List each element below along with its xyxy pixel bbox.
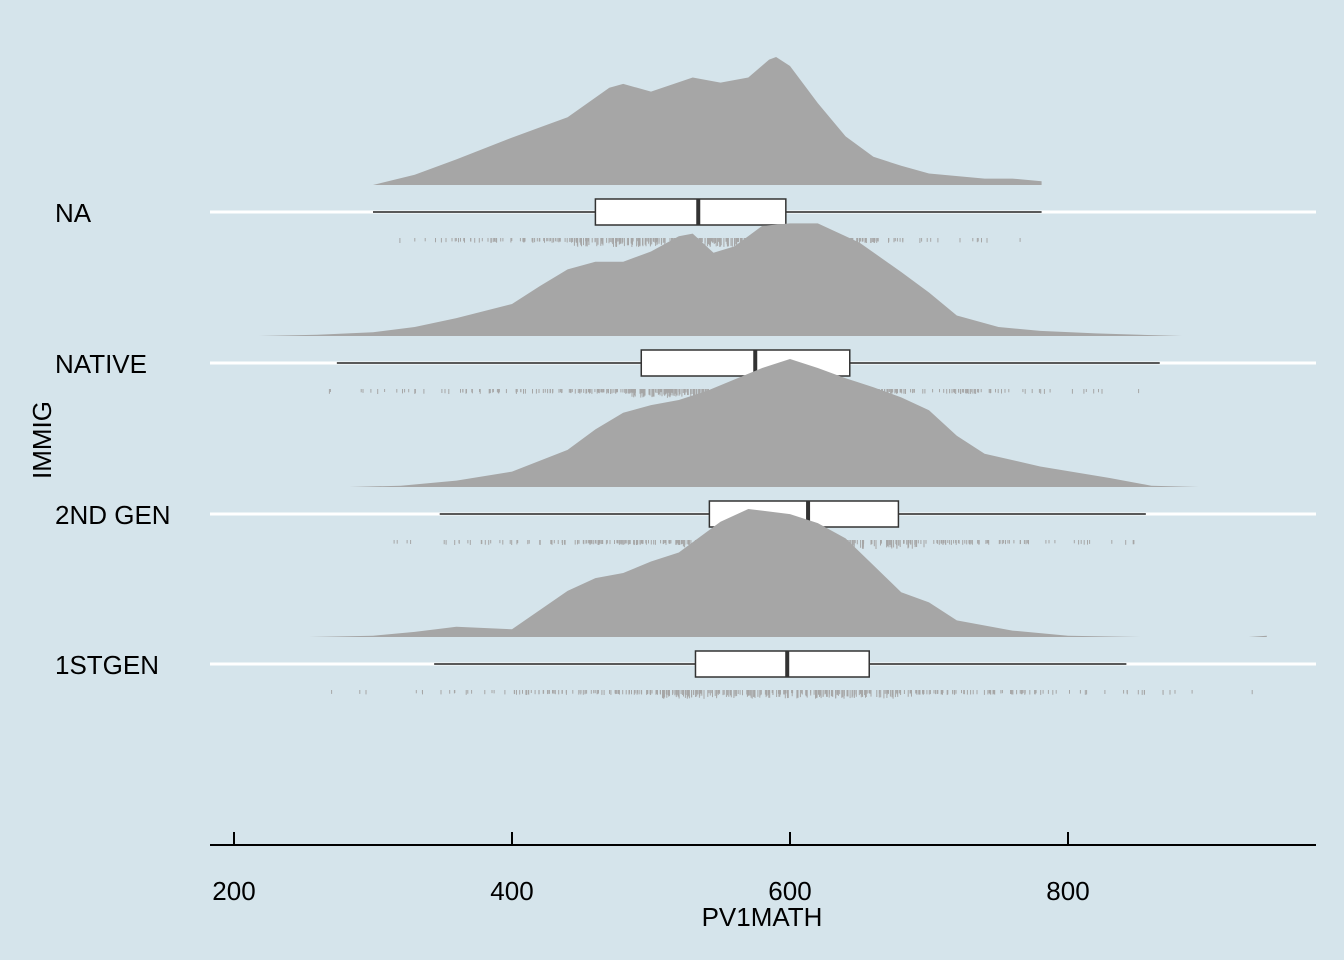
series-layer [259,57,1267,699]
x-tick-label: 600 [768,876,811,906]
x-axis: 200 400 600 800 [210,832,1316,906]
density-area [309,509,1267,637]
density-area [349,359,1199,487]
x-tick-label: 400 [490,876,533,906]
series-native [259,223,1182,398]
series-1stgen [309,509,1267,699]
rug [399,238,1021,247]
box-iqr [594,198,787,226]
density-area [259,223,1182,336]
category-label: 1STGEN [55,650,159,680]
x-tick-label: 200 [212,876,255,906]
box-iqr [694,650,870,678]
category-label: NATIVE [55,349,147,379]
x-axis-title: PV1MATH [702,902,823,932]
y-axis-title: IMMIG [27,401,57,479]
x-tick-label: 800 [1046,876,1089,906]
rug [331,690,1253,699]
series-na [373,57,1042,247]
category-labels: NA NATIVE 2ND GEN 1STGEN [55,198,171,680]
density-area [373,57,1042,185]
category-label: NA [55,198,92,228]
category-label: 2ND GEN [55,500,171,530]
